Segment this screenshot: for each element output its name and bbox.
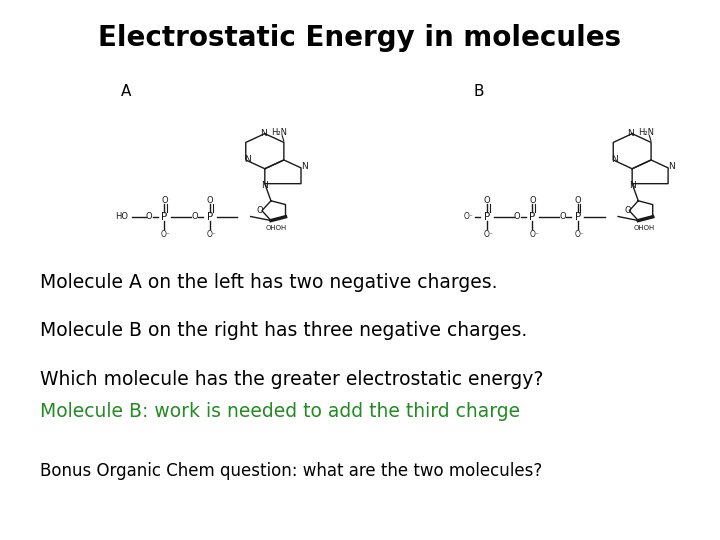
Text: OHOH: OHOH bbox=[266, 225, 287, 231]
Text: O: O bbox=[514, 212, 521, 221]
Text: A: A bbox=[121, 84, 131, 99]
Text: N: N bbox=[611, 156, 618, 165]
Text: O: O bbox=[529, 196, 536, 205]
Text: O: O bbox=[624, 206, 631, 215]
Text: N: N bbox=[629, 180, 636, 190]
Text: N: N bbox=[244, 156, 251, 165]
Text: O: O bbox=[257, 206, 264, 215]
Text: O: O bbox=[559, 212, 566, 221]
Text: N: N bbox=[260, 129, 266, 138]
Text: O: O bbox=[192, 212, 198, 221]
Text: O⁻: O⁻ bbox=[207, 230, 217, 239]
Text: O⁻: O⁻ bbox=[464, 212, 474, 221]
Text: N: N bbox=[261, 180, 268, 190]
Text: O⁻: O⁻ bbox=[529, 230, 539, 239]
Text: P: P bbox=[575, 212, 581, 221]
Text: O⁻: O⁻ bbox=[575, 230, 585, 239]
Text: Molecule B: work is needed to add the third charge: Molecule B: work is needed to add the th… bbox=[40, 402, 520, 421]
Text: P: P bbox=[484, 212, 490, 221]
Text: N: N bbox=[668, 162, 675, 171]
Text: HO: HO bbox=[115, 212, 129, 221]
Text: Electrostatic Energy in molecules: Electrostatic Energy in molecules bbox=[99, 24, 621, 52]
Text: P: P bbox=[161, 212, 168, 221]
Text: P: P bbox=[529, 212, 536, 221]
Text: O: O bbox=[575, 196, 581, 205]
Text: O: O bbox=[207, 196, 213, 205]
Text: P: P bbox=[207, 212, 213, 221]
Text: O⁻: O⁻ bbox=[484, 230, 494, 239]
Text: O⁻: O⁻ bbox=[161, 230, 171, 239]
Text: O: O bbox=[146, 212, 153, 221]
Text: O: O bbox=[484, 196, 490, 205]
Text: O: O bbox=[161, 196, 168, 205]
Text: OHOH: OHOH bbox=[634, 225, 654, 231]
Text: Molecule B on the right has three negative charges.: Molecule B on the right has three negati… bbox=[40, 321, 527, 340]
Text: H₂N: H₂N bbox=[271, 129, 287, 138]
Text: Bonus Organic Chem question: what are the two molecules?: Bonus Organic Chem question: what are th… bbox=[40, 462, 542, 480]
Text: Which molecule has the greater electrostatic energy?: Which molecule has the greater electrost… bbox=[40, 370, 543, 389]
Text: H₂N: H₂N bbox=[638, 129, 654, 138]
Text: B: B bbox=[474, 84, 484, 99]
Text: N: N bbox=[627, 129, 634, 138]
Text: Molecule A on the left has two negative charges.: Molecule A on the left has two negative … bbox=[40, 273, 497, 292]
Text: N: N bbox=[301, 162, 307, 171]
